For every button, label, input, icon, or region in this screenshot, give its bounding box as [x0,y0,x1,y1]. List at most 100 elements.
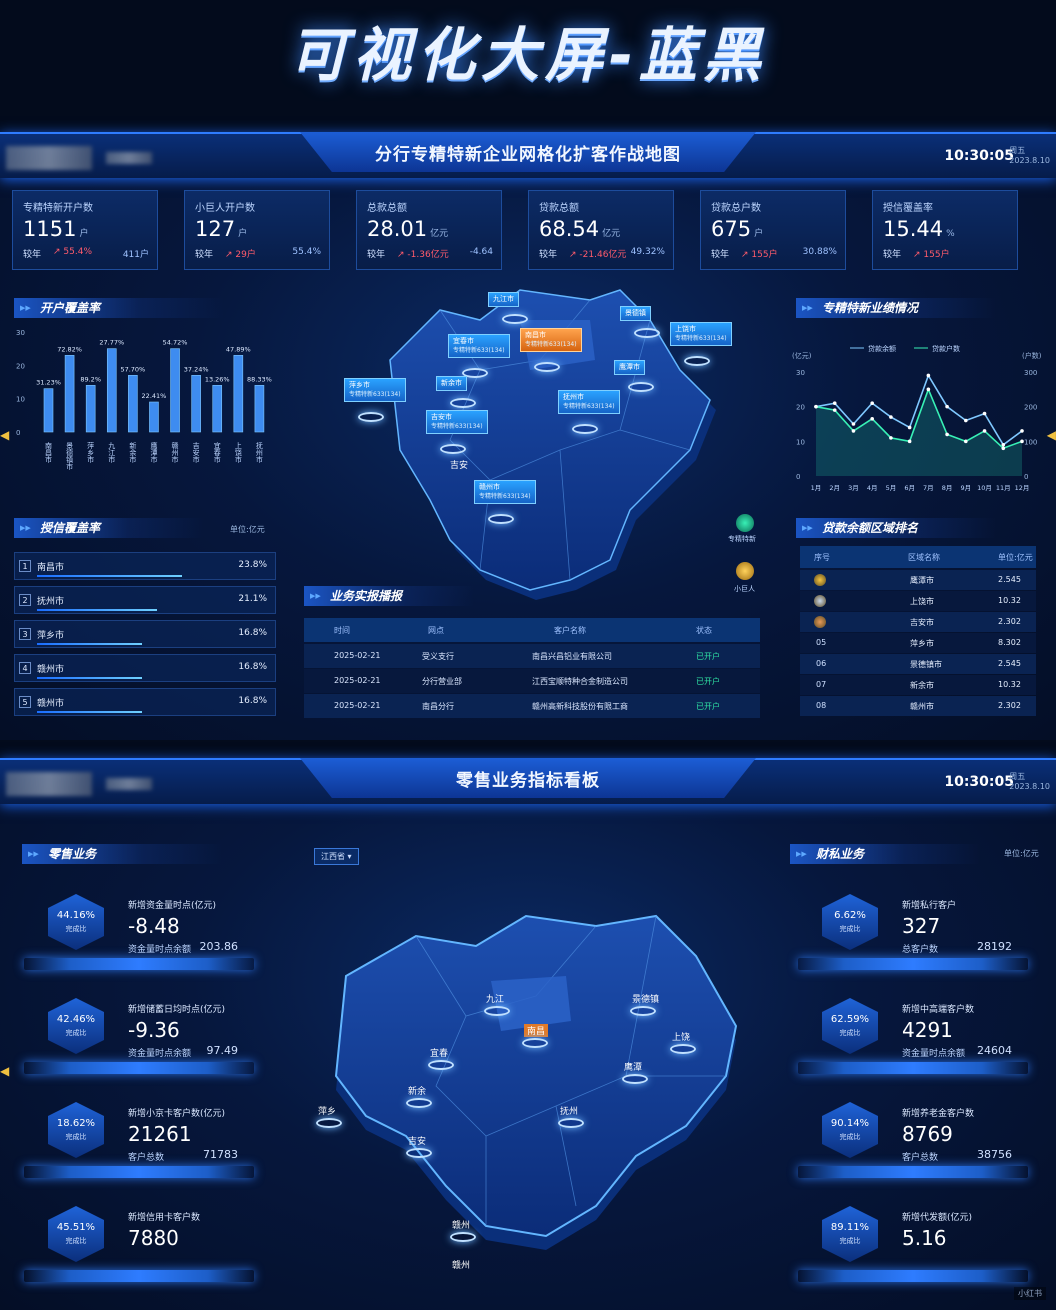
map-tag-name: 南昌市 [525,331,546,339]
metric-card[interactable]: 45.51% 完成比 新增信用卡客户数 7880 [24,1200,256,1290]
report-cell: 南昌分行 [422,702,454,711]
report-row[interactable]: 2025-02-21 南昌分行 赣州高新科技股份有限工商 已开户 [304,694,760,718]
loan-row[interactable]: 06 景德镇市 2.545 [800,654,1036,674]
map2-place-label[interactable]: 吉安 [408,1137,427,1147]
credit-rank-row[interactable]: 5 赣州市 16.8% [14,688,276,716]
map2-place-label[interactable]: 九江 [486,995,505,1005]
metric-card[interactable]: 6.62% 完成比 新增私行客户 327 总客户数 28192 [798,888,1030,978]
bar-data-label: 13.26% [205,375,230,383]
map-region-tag[interactable]: 鹰潭市 [614,360,645,375]
kpi-unit: 户 [79,229,89,239]
map-region-tag[interactable]: 九江市 [488,292,519,307]
kpi-unit: % [946,229,955,239]
line-legend: 贷款户数 [932,344,960,353]
bar-category-label: 吉安市 [192,442,200,464]
map2-place-label[interactable]: 新余 [408,1087,427,1097]
map2-place-label[interactable]: 景德镇 [632,995,660,1005]
loan-row[interactable]: 07 新余市 10.32 [800,675,1036,695]
credit-rank-row[interactable]: 4 赣州市 16.8% [14,654,276,682]
metric-card[interactable]: 89.11% 完成比 新增代发额(亿元) 5.16 [798,1200,1030,1290]
map-region-tag[interactable]: 上饶市 专精特新633(134) [670,322,732,346]
kpi-compare: 较年 [711,250,730,260]
credit-rank-row[interactable]: 3 萍乡市 16.8% [14,620,276,648]
line-point [832,408,837,412]
kpi-compare: 较年 [195,250,214,260]
map2-marker-ring [558,1118,584,1128]
credit-rank-row[interactable]: 2 抚州市 21.1% [14,586,276,614]
loan-row[interactable]: 08 赣州市 2.302 [800,696,1036,716]
right-arrow-icon[interactable]: ◀ [1046,428,1056,442]
metric-card[interactable]: 42.46% 完成比 新增储蓄日均时点(亿元) -9.36 资金量时点余额 97.49 [24,992,256,1082]
kpi-card[interactable]: 专精特新开户数 1151 户较年 ↗ 55.4% 411户 [12,190,158,270]
bar-category-label: 抚州市 [255,441,263,464]
kpi-label: 专精特新开户数 [23,203,93,214]
region-select[interactable]: 江西省 ▾ [314,848,359,865]
metric-card[interactable]: 44.16% 完成比 新增资金量时点(亿元) -8.48 资金量时点余额 203.86 [24,888,256,978]
kpi-value: 1151 户 [23,217,88,241]
metric-platform [24,1270,254,1282]
bar-data-label: 88.33% [247,375,272,383]
map-region-tag[interactable]: 抚州市 专精特新633(134) [558,390,620,414]
map-tag-sub: 专精特新633(134) [453,347,505,354]
map-region-tag[interactable]: 赣州市 专精特新633(134) [474,480,536,504]
kpi-value: 28.01 亿元 [367,217,448,241]
kpi-card[interactable]: 小巨人开户数 127 户较年 ↗ 29户 55.4% [184,190,330,270]
map2-place-label[interactable]: 宜春 [430,1049,449,1059]
map2-place-label[interactable]: 上饶 [672,1033,691,1043]
hexagon-badge: 89.11% 完成比 [822,1206,878,1262]
kpi-card[interactable]: 总款总额 28.01 亿元 较年 ↗ -1.36亿元 -4.64 [356,190,502,270]
map2-place-label[interactable]: 抚州 [560,1107,579,1117]
blurred-logo-text-2 [106,778,152,790]
metric-platform [798,1062,1028,1074]
map-region-tag[interactable]: 景德镇 [620,306,651,321]
metric-card[interactable]: 62.59% 完成比 新增中高端客户数 4291 资金量时点余额 24604 [798,992,1030,1082]
map-tag-name: 鹰潭市 [619,363,640,371]
loan-row[interactable]: 上饶市 10.32 [800,591,1036,611]
map2-place-label[interactable]: 赣州 [452,1261,471,1271]
map-tag-name: 抚州市 [563,393,584,401]
bar-mark [149,401,159,433]
loan-row[interactable]: 05 萍乡市 8.302 [800,633,1036,653]
map-region-tag[interactable]: 吉安市 专精特新633(134) [426,410,488,434]
kpi-card[interactable]: 贷款总户数 675 户较年 ↗ 155户 30.88% [700,190,846,270]
map-region-tag[interactable]: 萍乡市 专精特新633(134) [344,378,406,402]
map2-marker-ring [630,1006,656,1016]
hexagon-badge: 6.62% 完成比 [822,894,878,950]
metric-percent: 62.59% [830,1014,870,1025]
credit-rank-row[interactable]: 1 南昌市 23.8% [14,552,276,580]
kpi-label: 小巨人开户数 [195,203,255,214]
kpi-value: 68.54 亿元 [539,217,620,241]
map-marker-ring [572,424,598,434]
report-row[interactable]: 2025-02-21 分行营业部 江西宝顺特种合金制造公司 已开户 [304,669,760,693]
loan-row[interactable]: 吉安市 2.302 [800,612,1036,632]
map2-place-label[interactable]: 南昌 [524,1024,549,1037]
map2-place-label[interactable]: 赣州 [452,1221,471,1231]
kpi-card[interactable]: 授信覆盖率 15.44% 较年 ↗ 155户 [872,190,1018,270]
metric-card[interactable]: 18.62% 完成比 新增小京卡客户数(亿元) 21261 客户总数 71783 [24,1096,256,1186]
map-region-tag[interactable]: 宜春市 专精特新633(134) [448,334,510,358]
section-credit-coverage: 授信覆盖率 [14,518,204,538]
loan-value: 10.32 [998,596,1021,605]
map2-marker-ring [622,1074,648,1084]
rank-progress-bar [37,677,142,679]
metric-sub-label: 客户总数 [128,1153,165,1163]
line-ytick-right: 300 [1024,369,1037,377]
metric-card[interactable]: 90.14% 完成比 新增养老金客户数 8769 客户总数 38756 [798,1096,1030,1186]
kpi-card[interactable]: 贷款总额 68.54 亿元 较年 ↗ -21.46亿元 49.32% [528,190,674,270]
map-region-tag[interactable]: 新余市 [436,376,467,391]
line-xtick: 7月 [923,484,934,492]
hexagon-badge: 44.16% 完成比 [48,894,104,950]
metric-percent: 6.62% [834,910,866,921]
left-arrow-icon-2[interactable]: ◀ [0,1064,10,1078]
report-row[interactable]: 2025-02-21 受义支行 南昌兴昌铝业有限公司 已开户 [304,644,760,668]
map2-place-label[interactable]: 萍乡 [318,1107,337,1117]
main-title: 可视化大屏-蓝黑 [288,21,768,89]
metric-sub-value: 38756 [977,1148,1012,1161]
loan-value: 10.32 [998,680,1021,689]
map2-marker-ring [670,1044,696,1054]
left-arrow-icon[interactable]: ◀ [0,428,10,442]
kpi-unit: 户 [754,229,764,239]
loan-row[interactable]: 鹰潭市 2.545 [800,570,1036,590]
map2-place-label[interactable]: 鹰潭 [624,1063,643,1073]
map-region-tag[interactable]: 南昌市 专精特新633(134) [520,328,582,352]
